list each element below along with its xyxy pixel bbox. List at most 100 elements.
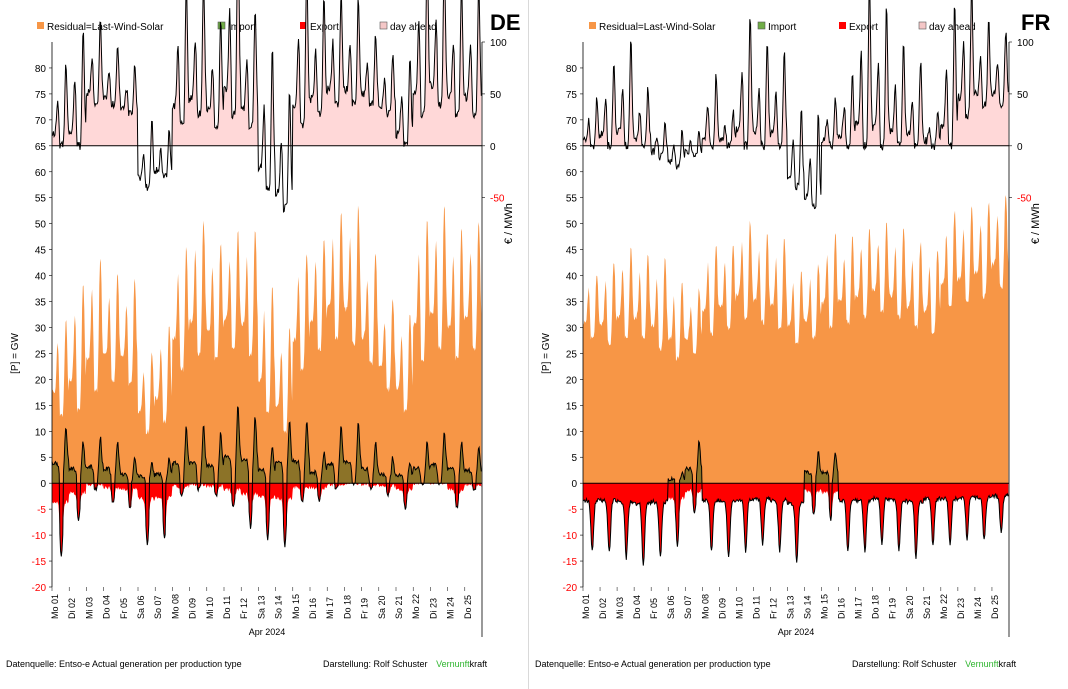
x-tick-label: Fr 05 <box>649 598 659 619</box>
y2-axis-label: € / MWh <box>503 203 515 244</box>
residual-area <box>583 195 1009 484</box>
x-axis-label: Apr 2024 <box>778 627 815 637</box>
y-tick-label: -5 <box>568 505 577 516</box>
y-tick-label: 70 <box>566 116 578 127</box>
y2-tick-label: 50 <box>490 90 502 101</box>
y-tick-label: 0 <box>571 479 577 490</box>
footer-credit: Darstellung: Rolf Schuster Vernunftkraft <box>852 659 1016 669</box>
legend-label: Residual=Last-Wind-Solar <box>599 22 716 33</box>
y-tick-label: 80 <box>566 64 578 75</box>
y-tick-label: 65 <box>35 142 47 153</box>
x-tick-label: Mo 15 <box>820 594 830 619</box>
y-tick-label: 40 <box>35 272 47 283</box>
legend-swatch <box>918 21 927 30</box>
y-tick-label: 55 <box>35 194 47 205</box>
x-tick-label: Do 11 <box>222 596 232 619</box>
y2-tick-label: 100 <box>1017 38 1034 49</box>
y-tick-label: 10 <box>35 427 47 438</box>
x-tick-label: Sa 20 <box>905 595 915 619</box>
y-axis-label: [P] = GW <box>541 332 552 373</box>
x-tick-label: Mo 01 <box>581 594 591 619</box>
legend-swatch <box>379 21 388 30</box>
legend-swatch <box>589 22 596 29</box>
footer-source: Datenquelle: Entso-e Actual generation p… <box>6 659 242 669</box>
y2-tick-label: 0 <box>1017 142 1023 153</box>
y-tick-label: 50 <box>35 220 47 231</box>
y-tick-label: -10 <box>32 531 47 542</box>
x-tick-label: Di 16 <box>308 598 318 619</box>
x-tick-label: Di 23 <box>428 598 438 619</box>
y-tick-label: 35 <box>35 298 47 309</box>
legend-swatch <box>37 22 44 29</box>
export-area <box>583 483 1009 566</box>
y-tick-label: 55 <box>566 194 578 205</box>
legend-label: Import <box>768 22 797 33</box>
legend-swatch <box>839 22 846 29</box>
x-tick-label: Di 02 <box>67 598 77 619</box>
x-tick-label: Mi 17 <box>854 597 864 619</box>
x-tick-label: Sa 06 <box>136 595 146 619</box>
x-tick-label: Fr 12 <box>768 598 778 619</box>
x-tick-label: So 14 <box>803 595 813 619</box>
x-tick-label: Do 04 <box>102 595 112 619</box>
y-tick-label: -15 <box>563 557 578 568</box>
x-tick-label: Mi 17 <box>325 597 335 619</box>
legend-label: Export <box>849 22 878 33</box>
legend-label: day ahead <box>390 22 437 33</box>
x-tick-label: Fr 12 <box>239 598 249 619</box>
footer-author: Darstellung: Rolf Schuster <box>323 659 428 669</box>
x-tick-label: Di 16 <box>837 598 847 619</box>
y2-tick-label: 100 <box>490 38 507 49</box>
y-tick-label: -15 <box>32 557 47 568</box>
y-tick-label: 75 <box>35 90 47 101</box>
y-tick-label: 75 <box>566 90 578 101</box>
footer-author: Darstellung: Rolf Schuster <box>852 659 957 669</box>
y-tick-label: -20 <box>32 583 47 594</box>
y-tick-label: 0 <box>40 479 46 490</box>
import-area <box>583 441 1009 484</box>
y-tick-label: 25 <box>566 349 578 360</box>
y-tick-label: -5 <box>37 505 46 516</box>
y2-tick-label: -50 <box>490 194 505 205</box>
x-tick-label: Mo 15 <box>291 594 301 619</box>
y-tick-label: 30 <box>35 323 47 334</box>
dayahead-area <box>52 0 482 146</box>
x-tick-label: So 21 <box>922 595 932 619</box>
y-tick-label: 10 <box>566 427 578 438</box>
x-tick-label: Mi 24 <box>446 597 456 619</box>
x-tick-label: Sa 13 <box>256 595 266 619</box>
y-tick-label: 65 <box>566 142 578 153</box>
footer-credit: Darstellung: Rolf Schuster Vernunftkraft <box>323 659 487 669</box>
x-tick-label: So 14 <box>274 595 284 619</box>
y-tick-label: 35 <box>566 298 578 309</box>
y-tick-label: 15 <box>35 401 47 412</box>
footer-brand-1: Vernunft <box>965 659 999 669</box>
legend-label: Residual=Last-Wind-Solar <box>47 22 164 33</box>
chart-title: DE <box>490 10 521 35</box>
y2-tick-label: 0 <box>490 142 496 153</box>
y-tick-label: 40 <box>566 272 578 283</box>
x-tick-label: Do 04 <box>632 595 642 619</box>
y-tick-label: 60 <box>35 168 47 179</box>
y-tick-label: 20 <box>35 375 47 386</box>
x-tick-label: Fr 19 <box>360 598 370 619</box>
x-tick-label: So 07 <box>153 595 163 619</box>
x-tick-label: Mo 22 <box>411 594 421 619</box>
chart-svg-de: Residual=Last-Wind-SolarImportExportday … <box>10 0 521 637</box>
footer-brand-2: kraft <box>998 659 1017 669</box>
y2-tick-label: -50 <box>1017 194 1032 205</box>
footer-brand-2: kraft <box>469 659 488 669</box>
x-tick-label: Di 09 <box>717 598 727 619</box>
x-tick-label: Mo 08 <box>700 594 710 619</box>
y2-axis-label: € / MWh <box>1030 203 1042 244</box>
x-tick-label: Do 18 <box>871 595 881 619</box>
y-tick-label: 70 <box>35 116 47 127</box>
x-tick-label: Fr 05 <box>119 598 129 619</box>
y-tick-label: 20 <box>566 375 578 386</box>
y-tick-label: 45 <box>35 246 47 257</box>
y-axis-label: [P] = GW <box>10 332 21 373</box>
x-tick-label: Do 11 <box>751 596 761 619</box>
y-tick-label: 80 <box>35 64 47 75</box>
x-tick-label: Mi 03 <box>84 597 94 619</box>
legend-label: Import <box>228 22 257 33</box>
